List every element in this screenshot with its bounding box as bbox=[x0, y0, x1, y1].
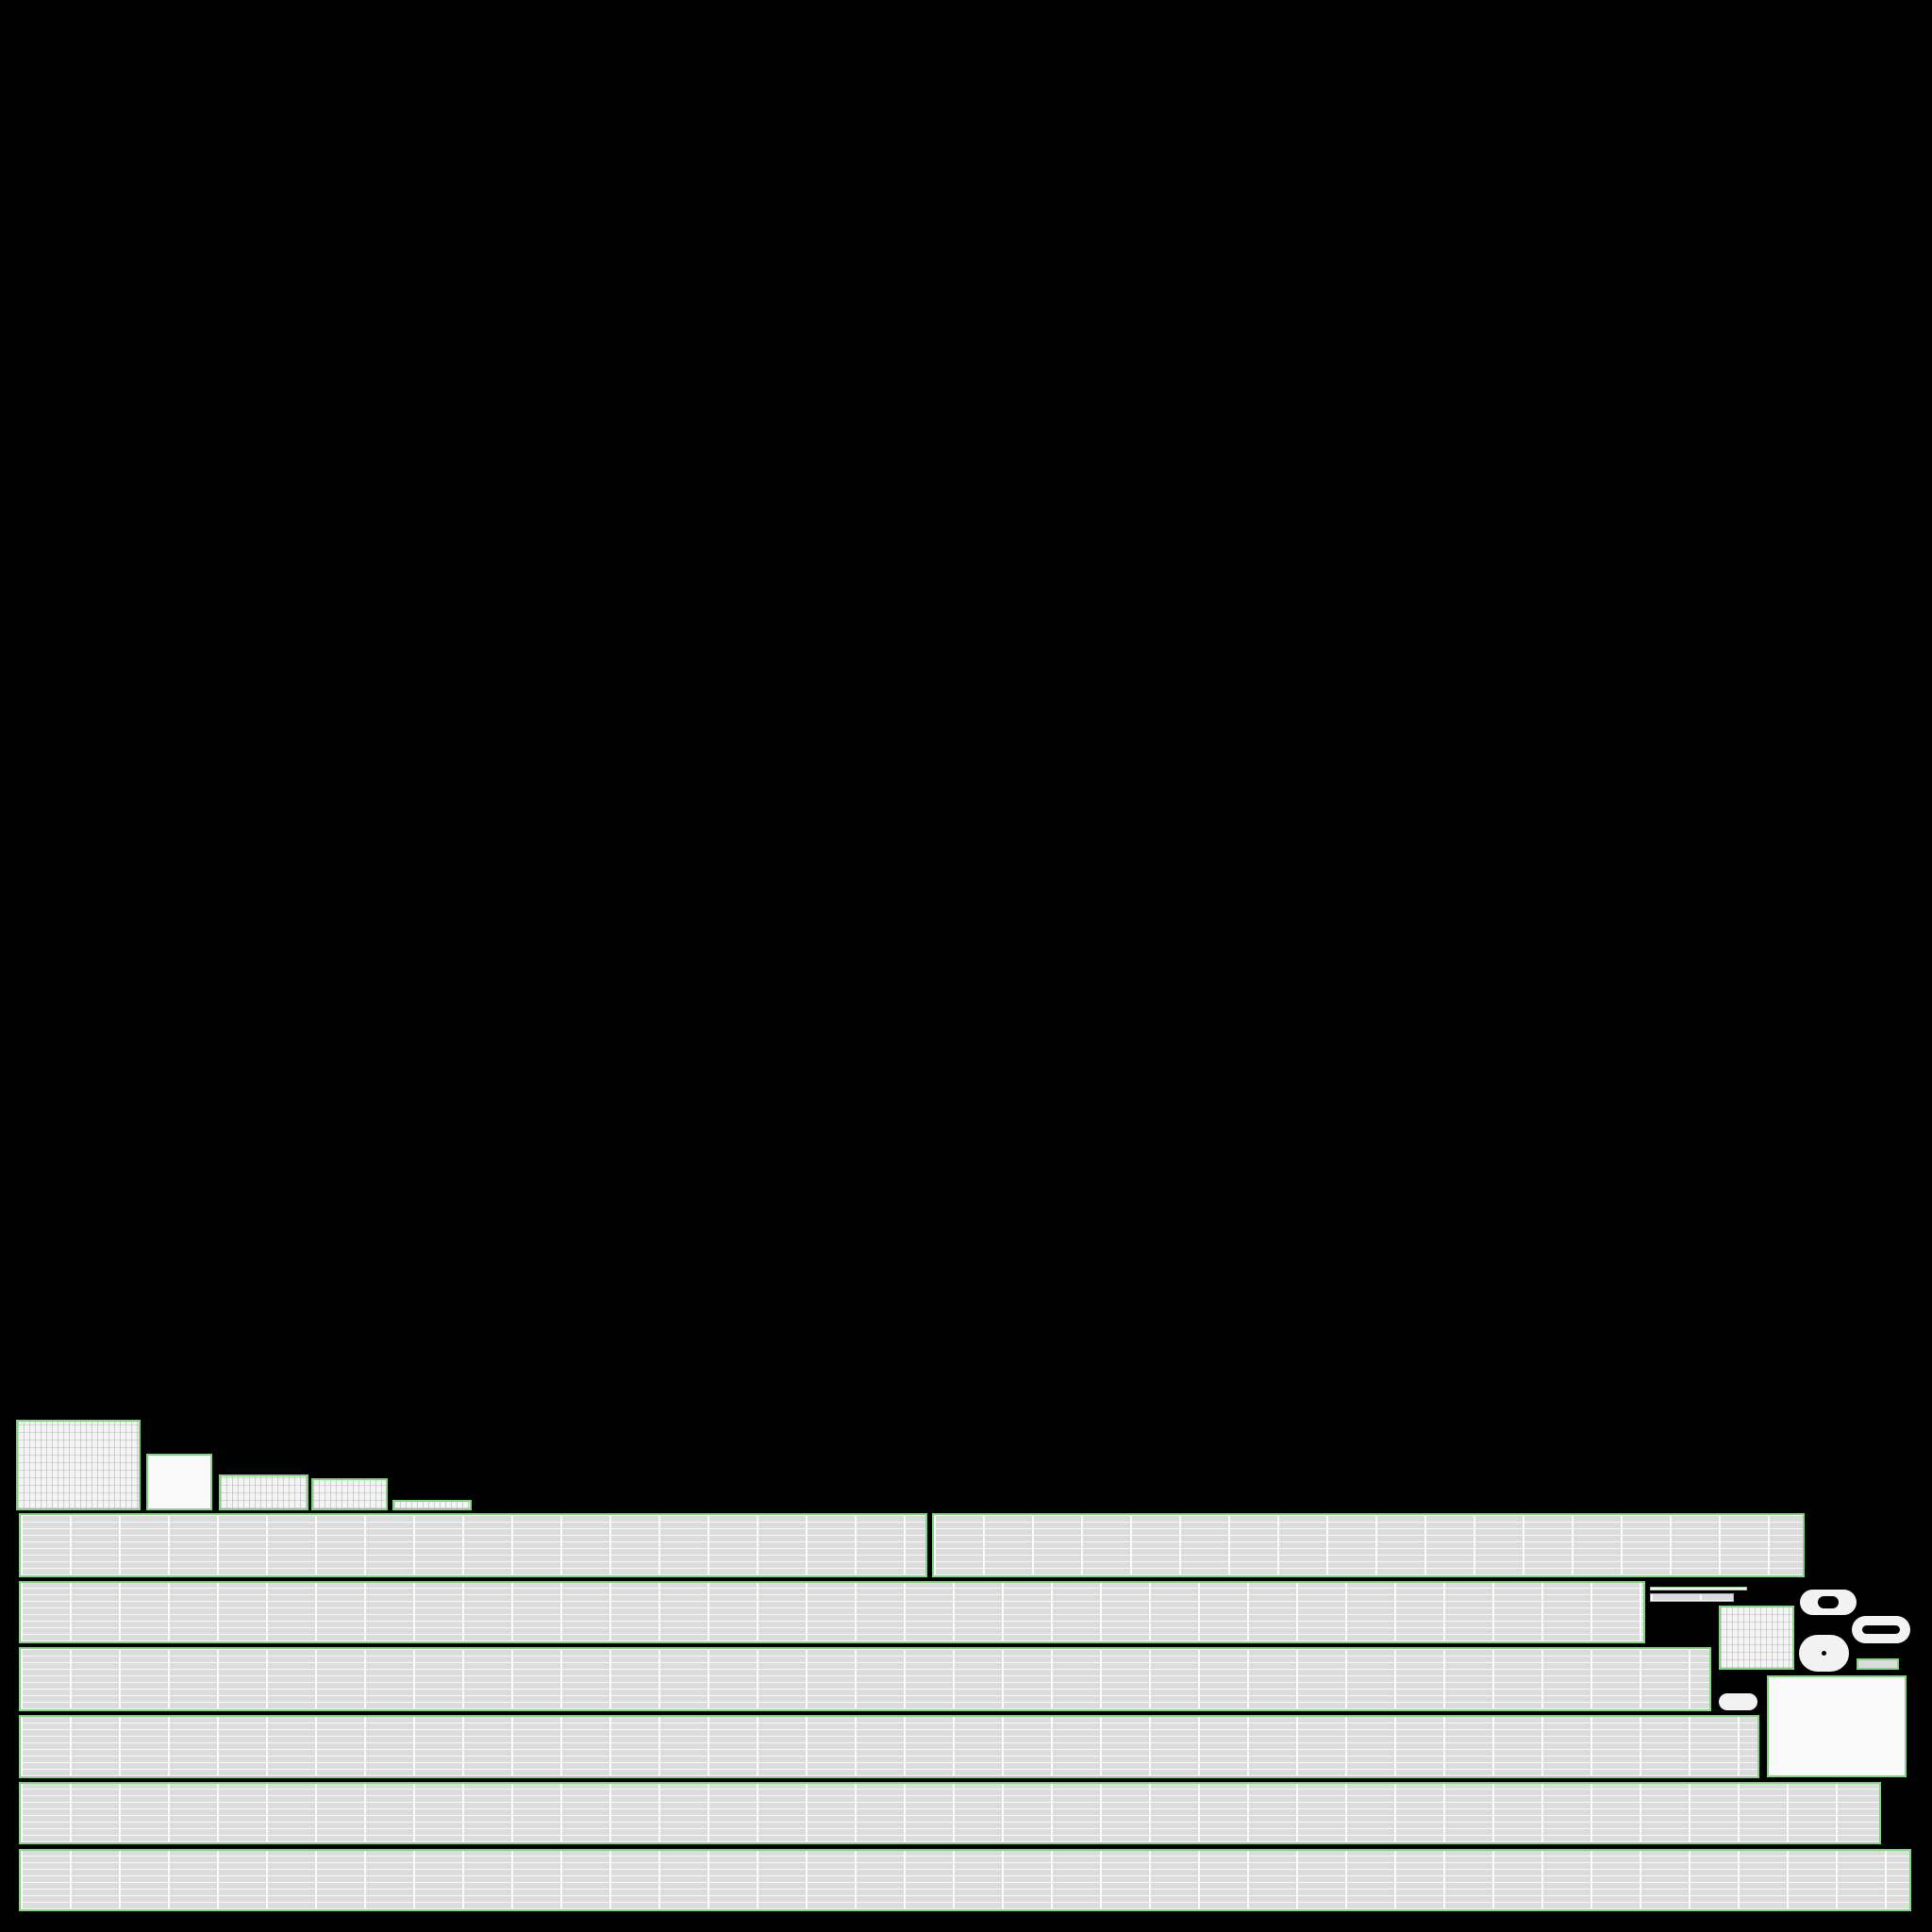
atlas-large-panel bbox=[1767, 1675, 1907, 1777]
atlas-small-rect bbox=[1857, 1658, 1899, 1670]
atlas-strip-6 bbox=[19, 1849, 1911, 1911]
atlas-tile-4 bbox=[311, 1478, 388, 1510]
atlas-tile-5 bbox=[392, 1500, 472, 1510]
atlas-line bbox=[1650, 1587, 1747, 1591]
atlas-disc bbox=[1799, 1635, 1849, 1672]
atlas-tile-2 bbox=[146, 1454, 212, 1510]
atlas-bar bbox=[1650, 1593, 1734, 1602]
atlas-strip-5 bbox=[19, 1782, 1881, 1844]
atlas-ring-pill-2 bbox=[1852, 1616, 1910, 1643]
atlas-small-pill bbox=[1719, 1693, 1757, 1710]
atlas-tile-3 bbox=[219, 1474, 308, 1510]
atlas-tile-large bbox=[16, 1420, 141, 1510]
atlas-square bbox=[1719, 1606, 1794, 1670]
atlas-strip-4 bbox=[19, 1715, 1759, 1778]
atlas-ring-pill-1 bbox=[1800, 1590, 1857, 1615]
atlas-strip-1a bbox=[19, 1513, 927, 1577]
atlas-strip-3 bbox=[19, 1647, 1711, 1711]
atlas-strip-2 bbox=[19, 1581, 1645, 1643]
atlas-strip-1b bbox=[932, 1513, 1805, 1577]
